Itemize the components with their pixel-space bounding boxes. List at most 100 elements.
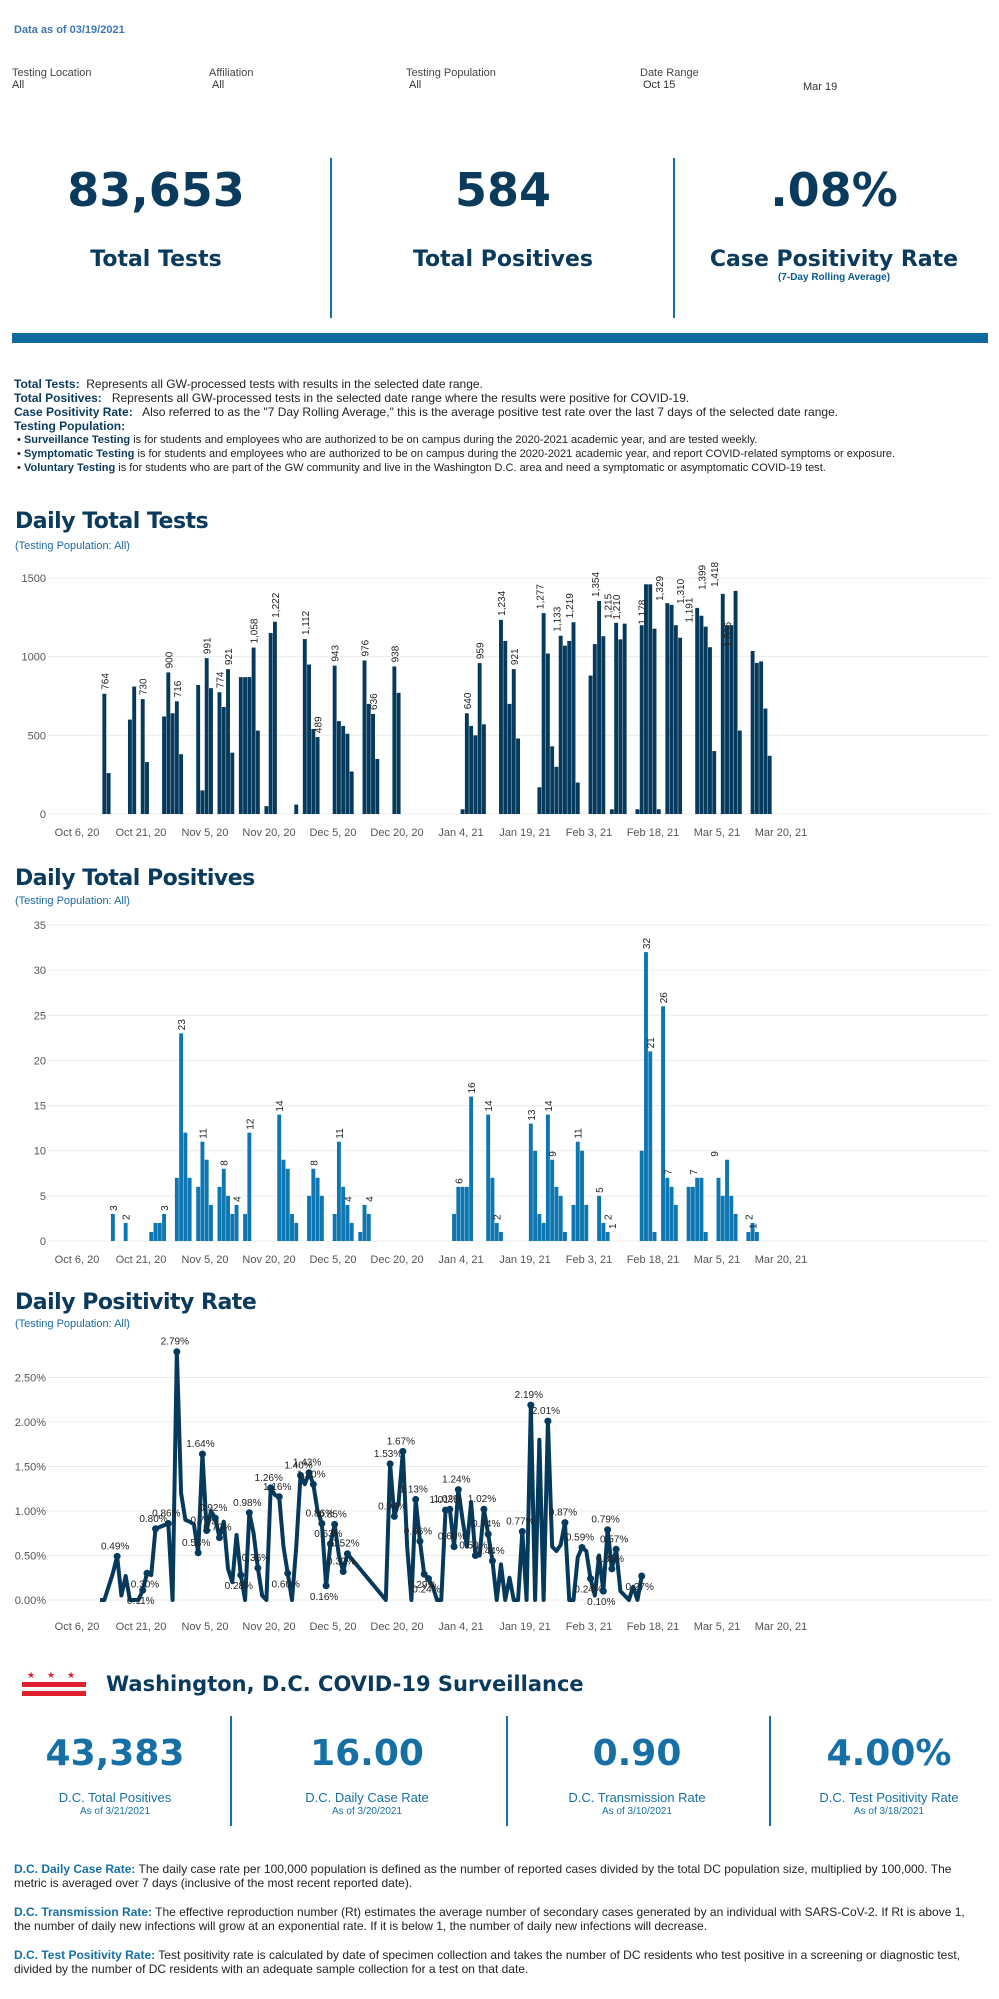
bar: [349, 771, 354, 814]
bar-data-label: 1,215: [604, 593, 615, 618]
bar: [196, 1186, 201, 1241]
dc-daily-case-rate-value: 16.00: [310, 1733, 424, 1774]
bar: [648, 1051, 653, 1241]
bar: [179, 754, 184, 814]
bar: [153, 1222, 158, 1241]
bar-data-label: 9: [710, 1151, 721, 1157]
x-tick-label: Mar 20, 21: [755, 827, 808, 839]
bar: [277, 1114, 282, 1241]
data-point: [245, 1509, 253, 1517]
bar: [157, 1222, 162, 1241]
def-total-positives: Total Positives: Represents all GW-proce…: [14, 391, 690, 405]
kpi-total-tests-label: Total Tests: [90, 247, 222, 272]
point-data-label: 1.30%: [297, 1469, 325, 1480]
point-data-label: 0.98%: [233, 1498, 261, 1509]
bar: [588, 675, 593, 814]
bar: [507, 703, 512, 814]
point-data-label: 0.28%: [225, 1581, 253, 1592]
bar: [238, 677, 243, 814]
dc-divider: [769, 1716, 771, 1826]
bar: [132, 686, 137, 814]
bar-data-label: 7: [689, 1169, 700, 1175]
bar: [396, 692, 401, 814]
bar: [550, 746, 555, 814]
filter-value[interactable]: All: [409, 79, 422, 91]
bar: [597, 600, 602, 814]
bar: [554, 1186, 559, 1241]
filter-value[interactable]: All: [212, 79, 225, 91]
filter-date-range[interactable]: Date Range Oct 15 Mar 19: [640, 67, 900, 93]
dc-flag-icon: ★ ★ ★: [22, 1670, 86, 1696]
filter-affiliation[interactable]: Affiliation All: [209, 67, 253, 91]
x-tick-label: Jan 4, 21: [438, 1254, 483, 1266]
data-point: [488, 1557, 496, 1565]
bar-data-label: 1: [749, 1223, 760, 1229]
data-point: [544, 1417, 552, 1425]
bar-data-label: 1,277: [535, 584, 546, 609]
bar: [678, 637, 683, 814]
bar: [452, 1213, 457, 1241]
bar-data-label: 2: [122, 1214, 133, 1220]
bar: [481, 724, 486, 814]
filter-value[interactable]: All: [12, 79, 25, 91]
data-point: [518, 1527, 526, 1535]
bar: [473, 735, 478, 814]
bar: [516, 738, 520, 814]
point-data-label: 1.13%: [400, 1484, 428, 1495]
filter-label: Testing Location: [12, 67, 92, 79]
dc-test-positivity-date: As of 3/18/2021: [853, 1806, 925, 1817]
point-data-label: 0.57%: [600, 1534, 628, 1545]
bar-data-label: 1,234: [497, 590, 508, 615]
bar-data-label: 730: [139, 678, 150, 695]
data-point: [254, 1564, 262, 1572]
bar-data-label: 13: [527, 1109, 538, 1121]
bar: [110, 1213, 115, 1241]
y-tick-label: 2.50%: [15, 1373, 46, 1385]
point-data-label: 0.66%: [404, 1526, 432, 1537]
bar-data-label: 943: [331, 645, 342, 662]
bar-data-label: 1: [608, 1223, 619, 1229]
point-data-label: 0.85%: [318, 1509, 346, 1520]
bar-data-label: 1,219: [565, 593, 576, 618]
x-tick-label: Dec 20, 20: [370, 827, 423, 839]
filter-testing-location[interactable]: Testing Location All: [12, 67, 92, 91]
bar-data-label: 1,329: [655, 575, 666, 600]
kpi-divider: [673, 158, 675, 318]
point-data-label: 0.80%: [139, 1514, 167, 1525]
bar: [528, 1123, 533, 1241]
bar: [644, 584, 648, 814]
point-data-label: 1.40%: [284, 1460, 312, 1471]
bar: [652, 1231, 657, 1241]
filter-testing-population[interactable]: Testing Population All: [406, 67, 496, 91]
bar: [187, 1177, 192, 1241]
dc-test-positivity-value: 4.00%: [826, 1733, 952, 1774]
bar: [358, 1231, 363, 1241]
x-tick-label: Mar 20, 21: [755, 1621, 808, 1633]
bar-data-label: 774: [215, 671, 226, 688]
bar: [648, 584, 653, 814]
bar: [665, 603, 670, 814]
bar-data-label: 14: [484, 1100, 495, 1112]
chart-subtitle: (Testing Population: All): [15, 540, 130, 552]
svg-text:★: ★: [47, 1670, 55, 1680]
date-range-end[interactable]: Mar 19: [803, 81, 838, 93]
bar: [349, 1222, 354, 1241]
y-tick-label: 2.00%: [15, 1417, 46, 1429]
bar: [494, 1222, 499, 1241]
x-tick-label: Oct 6, 20: [55, 1254, 100, 1266]
bar-data-label: 3: [160, 1205, 171, 1211]
point-data-label: 0.35%: [596, 1554, 624, 1565]
filter-label: Testing Population: [406, 67, 496, 79]
x-tick-label: Nov 20, 20: [242, 1254, 295, 1266]
bar-data-label: 1,418: [710, 561, 721, 586]
bar: [166, 672, 171, 814]
date-range-start[interactable]: Oct 15: [643, 79, 676, 91]
point-data-label: 0.27%: [626, 1582, 654, 1593]
y-tick-label: 500: [28, 730, 46, 742]
bar: [759, 661, 764, 814]
bar-data-label: 5: [595, 1187, 606, 1193]
data-point: [305, 1469, 313, 1477]
bar: [725, 1159, 729, 1241]
svg-text:★: ★: [27, 1670, 35, 1680]
bar: [281, 1159, 286, 1241]
